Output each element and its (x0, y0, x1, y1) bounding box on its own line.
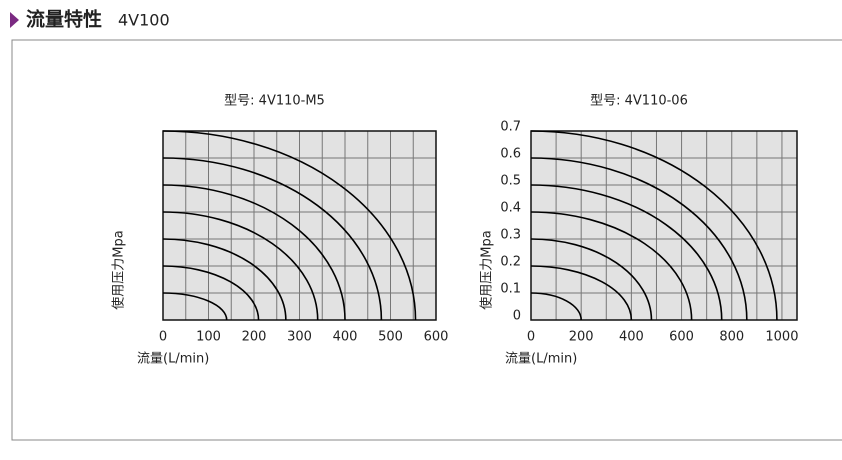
header-marker (10, 12, 19, 28)
y-tick-label: 0.4 (500, 201, 521, 216)
header-model: 4V100 (118, 11, 170, 30)
curve (162, 130, 417, 321)
chart-title: 型号: 4V110-06 (590, 94, 688, 109)
plot-area (531, 131, 797, 320)
curve (162, 157, 383, 321)
y-axis-label: 使用压力Mpa (479, 230, 495, 309)
curve (162, 292, 228, 321)
x-tick-label: 1000 (765, 330, 798, 345)
y-tick-label: 0.2 (500, 255, 521, 270)
x-tick-label: 400 (619, 330, 644, 345)
x-tick-label: 0 (159, 330, 167, 345)
x-axis-label: 流量(L/min) (505, 352, 577, 367)
x-tick-label: 0 (527, 330, 535, 345)
curve (530, 184, 723, 321)
header-title: 流量特性 (26, 8, 102, 31)
y-axis-label: 使用压力Mpa (111, 230, 127, 309)
plot-border (530, 130, 798, 321)
x-axis-label: 流量(L/min) (137, 352, 209, 367)
curve (530, 238, 653, 321)
frame (11, 39, 842, 441)
x-tick-label: 300 (287, 330, 312, 345)
x-tick-label: 500 (378, 330, 403, 345)
curve (162, 265, 260, 321)
curve (530, 130, 778, 321)
y-tick-label: 0.5 (500, 174, 521, 189)
x-tick-label: 200 (242, 330, 267, 345)
curve (530, 292, 582, 321)
curve (530, 157, 748, 321)
x-tick-label: 600 (669, 330, 694, 345)
y-tick-label: 0.7 (500, 120, 521, 135)
x-tick-label: 100 (196, 330, 221, 345)
curve (162, 238, 287, 321)
plot-border (162, 130, 437, 321)
curve (530, 265, 633, 321)
chart-title: 型号: 4V110-M5 (224, 94, 325, 109)
curve (162, 211, 319, 321)
x-tick-label: 400 (333, 330, 358, 345)
curve (530, 211, 693, 321)
x-tick-label: 800 (719, 330, 744, 345)
curve (162, 184, 346, 321)
x-tick-label: 600 (424, 330, 449, 345)
y-tick-label: 0 (513, 309, 521, 324)
y-tick-label: 0.3 (500, 228, 521, 243)
y-tick-label: 0.6 (500, 147, 521, 162)
y-tick-label: 0.1 (500, 282, 521, 297)
x-tick-label: 200 (569, 330, 594, 345)
